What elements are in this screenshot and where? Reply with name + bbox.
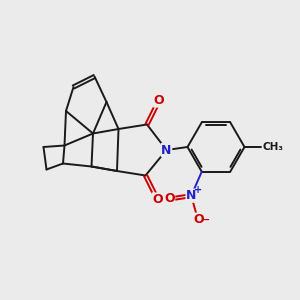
Text: −: −	[202, 215, 210, 225]
Text: N: N	[161, 143, 172, 157]
Text: CH₃: CH₃	[262, 142, 284, 152]
Text: N: N	[186, 189, 196, 202]
Text: O: O	[154, 94, 164, 107]
Text: +: +	[194, 185, 202, 195]
Text: O: O	[194, 213, 204, 226]
Text: O: O	[152, 193, 163, 206]
Text: O: O	[164, 192, 175, 205]
